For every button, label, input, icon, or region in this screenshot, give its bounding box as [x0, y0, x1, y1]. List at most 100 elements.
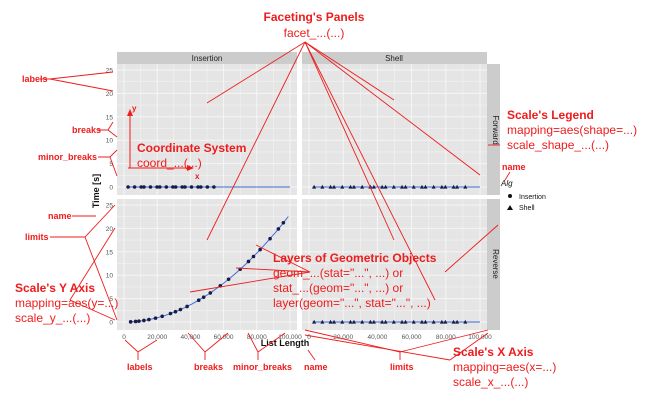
point-insertion: [133, 319, 138, 324]
strip-label-insertion: Insertion: [192, 54, 223, 63]
leader-labels-x-2: [137, 339, 158, 353]
leader-labels-y-2: [49, 78, 114, 92]
legend-key-shell: [507, 205, 513, 210]
xaxis-annotation-title: Scale's X Axis: [453, 345, 534, 359]
y-tick-label-forward: 25: [106, 68, 114, 75]
facet-annotation-code: facet_...(...): [284, 26, 345, 40]
strip-col-insertion: [117, 52, 297, 64]
x-tick-label-shell: 60,000: [402, 334, 422, 341]
point-shell: [371, 319, 376, 324]
point-insertion: [147, 317, 151, 322]
legend-annotation-code2: scale_shape_...(...): [507, 138, 609, 152]
leader-geom-4: [444, 224, 499, 273]
leader-xaxis-1: [304, 334, 451, 361]
yaxis-annotation-title: Scale's Y Axis: [15, 281, 95, 295]
point-shell: [403, 319, 408, 324]
leader-facet-1: [206, 41, 306, 104]
point-insertion: [201, 295, 206, 299]
lbl-name-x: name: [304, 362, 328, 372]
facet-annotation-title: Faceting's Panels: [264, 10, 365, 24]
legend-item-insertion: Insertion: [519, 194, 546, 201]
leader-limits-y-2: [84, 236, 118, 321]
lbl-minor-breaks-y: minor_breaks: [38, 152, 97, 162]
lbl-limits-x: limits: [390, 362, 414, 372]
y-tick-label-forward: 0: [109, 185, 113, 192]
point-shell: [320, 184, 325, 189]
point-shell: [403, 184, 408, 189]
yaxis-annotation-code1: mapping=aes(y=...): [15, 296, 118, 310]
leader-breaks-x-2: [204, 332, 229, 353]
coord-y-arrowhead: [127, 109, 133, 116]
y-axis-tick-labels: 0 0 5 5 10 10 15 15 20 20 25 25: [106, 68, 114, 327]
point-insertion: [212, 185, 216, 189]
point-insertion: [173, 309, 178, 314]
leader-minor-y-1: [98, 149, 118, 158]
leader-geom-1: [189, 271, 311, 293]
point-insertion: [226, 277, 231, 282]
point-shell: [463, 184, 468, 189]
yaxis-annotation-code2: scale_y_...(...): [15, 311, 90, 325]
point-shell: [380, 184, 385, 189]
facet-panels: [117, 64, 487, 330]
legend-item-shell: Shell: [519, 205, 535, 212]
leader-name-legend: [504, 171, 511, 181]
point-shell: [351, 319, 356, 324]
point-insertion: [276, 227, 281, 231]
point-insertion: [142, 185, 146, 189]
point-shell: [419, 184, 424, 189]
point-shell: [328, 319, 333, 324]
y-tick-label-forward: 10: [106, 138, 114, 145]
point-shell: [423, 319, 428, 324]
point-shell: [455, 184, 460, 189]
x-tick-label-insertion: 100,000: [278, 334, 302, 341]
point-insertion: [183, 185, 187, 189]
geom-annotation-code3: layer(geom="...", stat="...", ...): [273, 296, 431, 310]
x-tick-label-shell: 80,000: [436, 334, 456, 341]
geom-annotation-code2: stat_...(geom="...", ...) or: [273, 281, 403, 295]
lbl-labels-x: labels: [127, 362, 153, 372]
y-tick-label-forward: 5: [109, 161, 113, 168]
point-shell: [312, 319, 317, 324]
x-tick-label-insertion: 20,000: [147, 334, 167, 341]
point-shell: [348, 184, 353, 189]
point-shell: [340, 319, 345, 324]
point-insertion: [132, 185, 137, 189]
x-axis-title: List Length: [261, 338, 310, 348]
point-shell: [443, 184, 448, 189]
point-shell: [451, 319, 456, 324]
point-shell: [332, 184, 337, 189]
point-insertion: [164, 185, 169, 189]
point-shell: [431, 319, 436, 324]
point-shell: [360, 184, 365, 189]
point-insertion: [199, 185, 203, 189]
x-tick-label-shell: 20,000: [333, 334, 353, 341]
y-tick-label-reverse: 25: [106, 203, 114, 210]
legend-title: Alg: [500, 179, 513, 188]
lbl-name-y: name: [48, 211, 72, 221]
point-insertion: [160, 314, 164, 319]
point-insertion: [196, 298, 201, 303]
point-insertion: [268, 236, 272, 241]
leader-facet-2: [206, 41, 306, 241]
leader-minor-x-2: [257, 332, 286, 353]
point-insertion: [157, 185, 162, 189]
xaxis-annotation-code2: scale_x_...(...): [453, 375, 528, 389]
point-shell: [391, 319, 396, 324]
leader-labels-y-1: [40, 71, 114, 80]
leader-facet-5: [304, 41, 481, 176]
point-shell: [423, 184, 428, 189]
y-tick-label-reverse: 5: [109, 296, 113, 303]
point-insertion: [148, 185, 153, 189]
point-shell: [455, 319, 460, 324]
point-shell: [400, 319, 405, 324]
leader-geom-2: [235, 267, 311, 273]
point-insertion: [137, 319, 141, 323]
point-shell: [419, 319, 424, 324]
x-tick-label-shell: 40,000: [367, 334, 387, 341]
point-shell: [332, 319, 337, 324]
leader-breaks-y-2: [107, 129, 118, 138]
point-insertion: [178, 307, 183, 312]
coord-x-label: x: [195, 172, 200, 181]
legend-key-insertion: [508, 194, 512, 198]
point-insertion: [246, 259, 251, 264]
